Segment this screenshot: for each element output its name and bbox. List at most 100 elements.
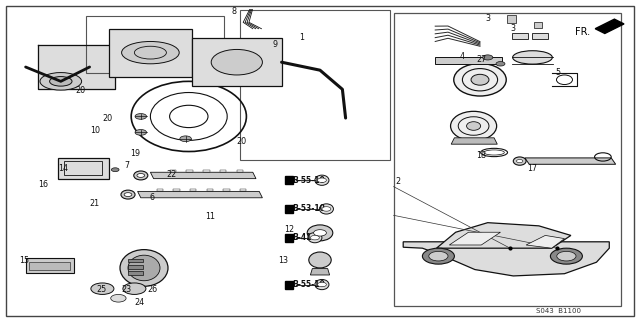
Text: B-55-10: B-55-10 xyxy=(292,280,325,289)
Text: B-41: B-41 xyxy=(292,233,312,242)
Ellipse shape xyxy=(134,171,148,180)
Ellipse shape xyxy=(513,51,552,64)
Polygon shape xyxy=(26,258,74,273)
Circle shape xyxy=(135,130,147,135)
Polygon shape xyxy=(38,45,115,89)
Polygon shape xyxy=(435,57,502,64)
Circle shape xyxy=(91,283,114,294)
Ellipse shape xyxy=(315,279,329,290)
Polygon shape xyxy=(526,235,564,248)
FancyBboxPatch shape xyxy=(58,158,109,179)
FancyBboxPatch shape xyxy=(532,33,548,39)
Text: 2: 2 xyxy=(396,177,401,186)
FancyBboxPatch shape xyxy=(128,271,143,275)
Polygon shape xyxy=(207,189,213,191)
Circle shape xyxy=(111,168,119,172)
Polygon shape xyxy=(436,223,571,248)
Text: 4: 4 xyxy=(460,52,465,61)
Polygon shape xyxy=(310,269,330,275)
Text: 20: 20 xyxy=(237,137,247,146)
Text: 26: 26 xyxy=(147,285,157,294)
FancyBboxPatch shape xyxy=(512,33,528,39)
Text: 6: 6 xyxy=(150,193,155,202)
Polygon shape xyxy=(29,262,70,270)
Polygon shape xyxy=(204,170,210,172)
Text: 23: 23 xyxy=(122,285,132,294)
Text: B-53-10: B-53-10 xyxy=(292,204,325,213)
Polygon shape xyxy=(449,232,500,245)
Text: 16: 16 xyxy=(38,180,49,189)
Text: 7: 7 xyxy=(124,161,129,170)
Polygon shape xyxy=(220,170,227,172)
Text: 3: 3 xyxy=(485,14,490,23)
FancyBboxPatch shape xyxy=(109,29,192,77)
Text: 19: 19 xyxy=(131,149,141,158)
Ellipse shape xyxy=(50,77,72,86)
Polygon shape xyxy=(138,191,262,198)
Text: B-55-10: B-55-10 xyxy=(292,176,325,185)
Text: 17: 17 xyxy=(527,164,538,173)
FancyBboxPatch shape xyxy=(128,265,143,269)
Text: 1: 1 xyxy=(300,33,305,42)
Circle shape xyxy=(516,160,523,163)
Ellipse shape xyxy=(451,111,497,141)
Ellipse shape xyxy=(309,252,332,268)
Text: 18: 18 xyxy=(476,151,486,160)
Circle shape xyxy=(135,114,147,119)
Text: S043  B1100: S043 B1100 xyxy=(536,308,580,314)
Polygon shape xyxy=(173,189,180,191)
Polygon shape xyxy=(451,138,497,144)
Circle shape xyxy=(317,178,326,182)
Polygon shape xyxy=(150,172,256,179)
Circle shape xyxy=(429,251,448,261)
Circle shape xyxy=(483,55,493,60)
Text: 5: 5 xyxy=(556,68,561,77)
Circle shape xyxy=(317,282,326,287)
Polygon shape xyxy=(170,170,176,172)
Polygon shape xyxy=(157,189,163,191)
Text: 10: 10 xyxy=(90,126,100,135)
Circle shape xyxy=(550,248,582,264)
Circle shape xyxy=(314,230,326,236)
Ellipse shape xyxy=(513,157,526,165)
Text: 12: 12 xyxy=(284,225,294,234)
Text: 15: 15 xyxy=(19,256,29,265)
Circle shape xyxy=(422,248,454,264)
FancyBboxPatch shape xyxy=(534,22,542,28)
Circle shape xyxy=(496,62,505,66)
Polygon shape xyxy=(525,158,616,164)
Circle shape xyxy=(310,235,319,240)
Text: 21: 21 xyxy=(90,199,100,208)
Circle shape xyxy=(557,251,576,261)
Ellipse shape xyxy=(122,41,179,64)
Polygon shape xyxy=(403,242,609,276)
FancyBboxPatch shape xyxy=(192,38,282,86)
Text: 11: 11 xyxy=(205,212,215,221)
Text: 8: 8 xyxy=(231,7,236,16)
Text: 27: 27 xyxy=(476,56,486,64)
Ellipse shape xyxy=(40,73,82,90)
Circle shape xyxy=(124,193,132,197)
Circle shape xyxy=(111,294,126,302)
Ellipse shape xyxy=(211,49,262,75)
Ellipse shape xyxy=(308,233,322,243)
Text: 25: 25 xyxy=(96,285,106,294)
Ellipse shape xyxy=(120,249,168,286)
FancyBboxPatch shape xyxy=(128,259,143,262)
Text: 20: 20 xyxy=(75,86,85,95)
Ellipse shape xyxy=(454,63,506,96)
FancyBboxPatch shape xyxy=(507,15,516,23)
Ellipse shape xyxy=(121,190,135,199)
Text: 3: 3 xyxy=(511,24,516,33)
Polygon shape xyxy=(595,19,624,33)
Ellipse shape xyxy=(471,74,489,85)
Circle shape xyxy=(137,174,145,177)
Text: 20: 20 xyxy=(102,114,113,122)
Circle shape xyxy=(123,283,146,294)
Polygon shape xyxy=(223,189,230,191)
Text: 13: 13 xyxy=(278,256,288,265)
Text: FR.: FR. xyxy=(575,27,590,37)
Polygon shape xyxy=(186,170,193,172)
Ellipse shape xyxy=(307,225,333,241)
Text: 24: 24 xyxy=(134,298,145,307)
